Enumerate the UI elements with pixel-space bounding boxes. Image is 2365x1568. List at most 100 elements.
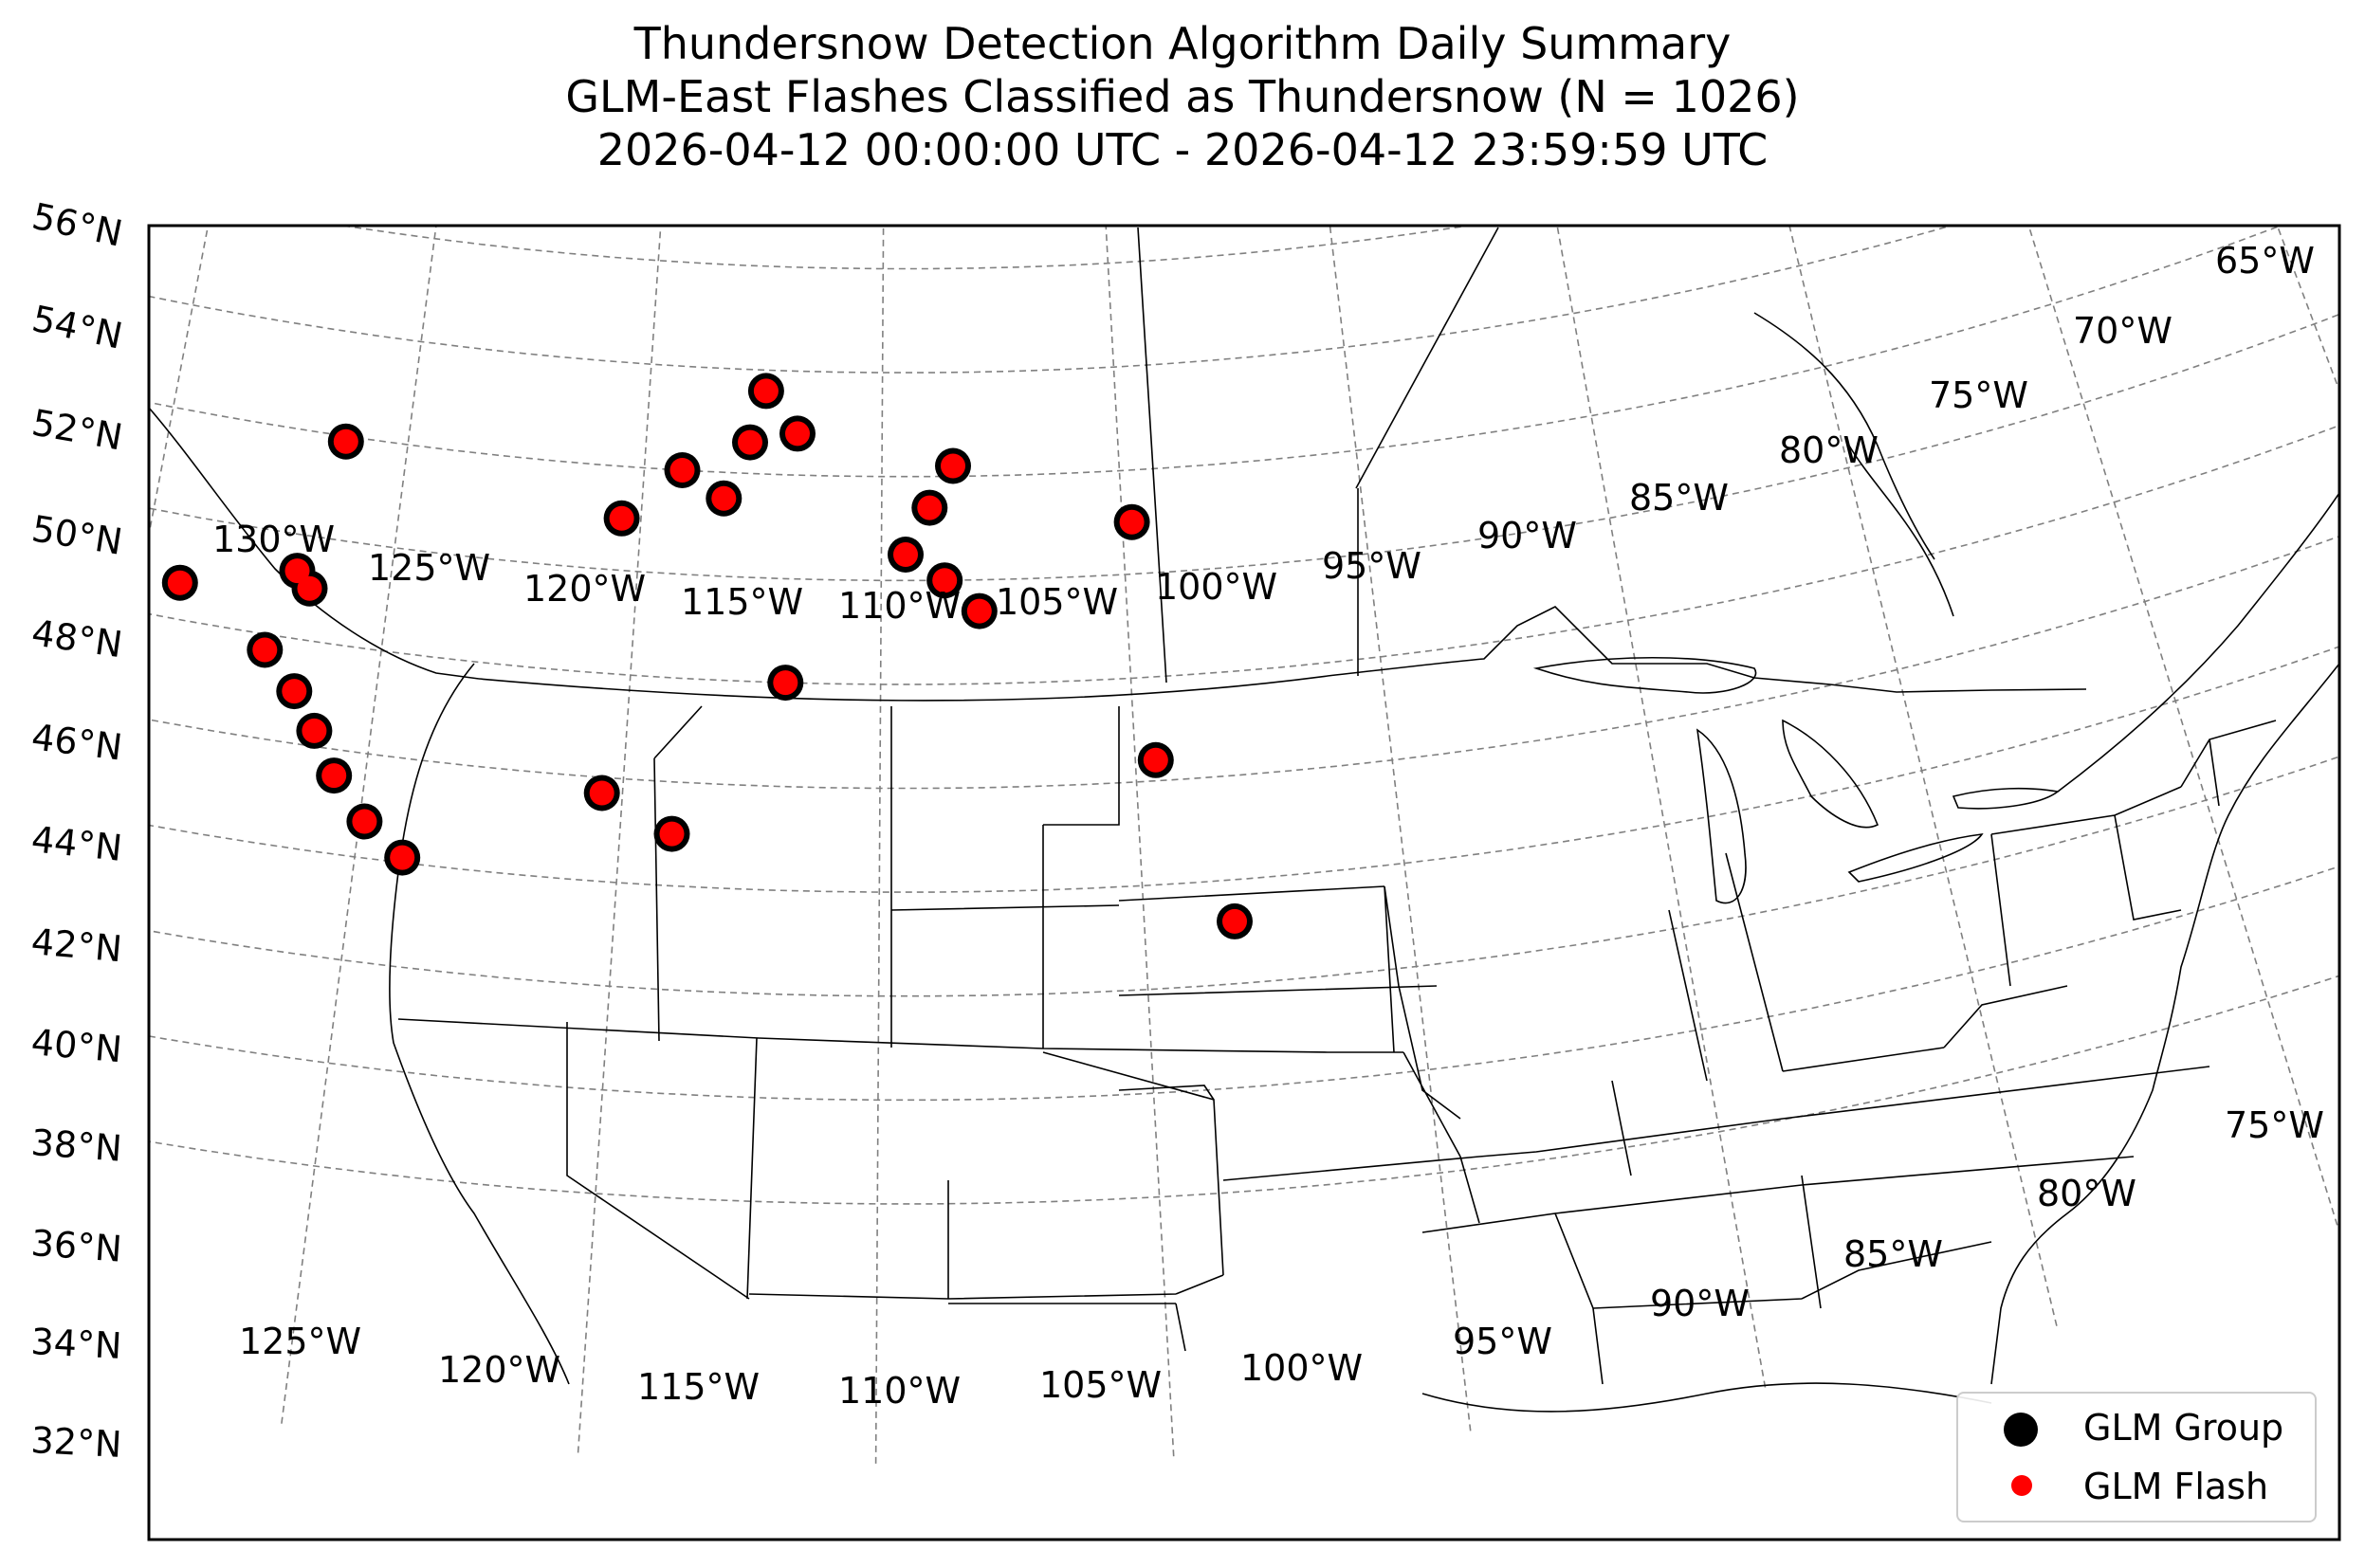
parallel-line <box>149 226 1954 374</box>
bottom-lon-110: 110°W <box>838 1370 961 1412</box>
lat-label-34: 34°N <box>30 1321 123 1367</box>
lat-label-36: 36°N <box>29 1222 123 1270</box>
meridian-line <box>2115 0 2365 1037</box>
glm-group-point <box>1764 81 1800 117</box>
parallel-line <box>0 0 2365 61</box>
glm-flash-point <box>333 428 358 454</box>
meridian-line <box>1329 226 1472 1431</box>
legend: GLM Group GLM Flash <box>1956 1392 2317 1522</box>
lake-huron <box>1782 719 1879 829</box>
glm-group-point <box>1546 144 1582 180</box>
glm-flash-point <box>1996 87 2021 112</box>
glm-flash-point <box>1551 150 1576 174</box>
meridian-line <box>2277 0 2365 907</box>
top-lon-95: 95°W <box>1322 545 1421 587</box>
glm-flash-point <box>167 570 192 595</box>
glm-group-point <box>1673 60 1709 96</box>
glm-group-point <box>1715 71 1751 107</box>
gulf-coast <box>1421 1382 1992 1413</box>
state-lines <box>397 705 2277 1385</box>
bottom-lon-95: 95°W <box>1453 1321 1552 1362</box>
glm-flash-point <box>609 505 634 531</box>
glm-flash-point <box>738 429 762 455</box>
lat-label-46: 46°N <box>29 716 124 768</box>
bottom-longitude-labels: 125°W 120°W 115°W 110°W 105°W 100°W 95°W… <box>239 1104 2324 1412</box>
glm-flash-point <box>1537 169 1562 193</box>
lat-label-56: 56°N <box>28 195 126 255</box>
lightning-points <box>161 60 2123 939</box>
meridian-line <box>281 226 437 1424</box>
top-lon-100: 100°W <box>1155 566 1277 608</box>
map-title: Thundersnow Detection Algorithm Daily Su… <box>0 17 2365 176</box>
glm-flash-point <box>1222 908 1247 934</box>
lat-label-42: 42°N <box>29 921 123 970</box>
glm-flash-point <box>352 809 377 834</box>
glm-flash-point <box>893 542 918 567</box>
bottom-lon-125: 125°W <box>239 1321 361 1362</box>
top-lon-125: 125°W <box>368 547 490 589</box>
bc-coast <box>149 407 480 680</box>
graticule <box>0 0 2365 1464</box>
top-lon-65: 65°W <box>2215 240 2315 282</box>
meridian-line <box>1105 226 1175 1457</box>
glm-flash-point <box>302 718 327 743</box>
parallel-line <box>149 866 2339 1102</box>
glm-group-point <box>2040 72 2076 108</box>
parallel-line <box>149 424 2339 685</box>
st-lawrence <box>2057 492 2339 793</box>
bottom-lon-90: 90°W <box>1650 1283 1750 1324</box>
top-lon-70: 70°W <box>2073 310 2172 352</box>
lat-label-54: 54°N <box>28 298 126 357</box>
glm-flash-point <box>711 485 737 511</box>
glm-flash-point <box>321 763 347 789</box>
top-longitude-labels: 130°W 125°W 120°W 115°W 110°W 105°W 100°… <box>212 240 2315 627</box>
legend-group-label: GLM Group <box>2083 1407 2284 1449</box>
meridian-line <box>2027 226 2339 1235</box>
us-canada-border <box>478 606 2087 702</box>
lat-label-44: 44°N <box>29 818 124 869</box>
glm-flash-point <box>2093 78 2118 102</box>
glm-group-point <box>1990 82 2026 118</box>
glm-group-point <box>2087 72 2123 108</box>
top-lon-115: 115°W <box>681 581 803 623</box>
meridian-line <box>1788 226 2058 1326</box>
glm-flash-point <box>785 421 810 447</box>
glm-flash-point <box>773 670 798 696</box>
glm-flash-point <box>1119 509 1145 535</box>
parallel-line <box>149 756 2339 997</box>
lake-erie <box>1847 832 1984 883</box>
glm-flash-point <box>917 495 943 520</box>
legend-flash-marker <box>2011 1475 2032 1496</box>
glm-flash-point <box>390 845 415 870</box>
top-lon-90: 90°W <box>1477 515 1577 556</box>
glm-flash-point <box>966 598 992 624</box>
lat-label-50: 50°N <box>29 507 125 562</box>
glm-flash-point <box>1678 65 1703 90</box>
canada-province-line-4 <box>1848 445 1954 617</box>
top-lon-120: 120°W <box>523 568 646 610</box>
glm-flash-point <box>284 558 310 584</box>
parallel-line <box>149 313 2339 582</box>
meridian-line <box>577 226 662 1453</box>
top-lon-80: 80°W <box>1779 429 1879 471</box>
glm-flash-point <box>1803 110 1827 135</box>
bottom-lon-80: 80°W <box>2037 1173 2136 1214</box>
latitude-labels: 56°N 54°N 52°N 50°N 48°N 46°N 44°N 42°N … <box>28 195 126 1466</box>
top-lon-85: 85°W <box>1629 477 1729 519</box>
lake-michigan <box>1696 728 1747 904</box>
meridian-line <box>149 226 210 538</box>
lat-label-48: 48°N <box>29 611 125 665</box>
lat-label-52: 52°N <box>28 402 125 459</box>
title-line-3: 2026-04-12 00:00:00 UTC - 2026-04-12 23:… <box>596 124 1769 175</box>
glm-flash-point <box>252 637 278 663</box>
lake-superior <box>1532 656 1757 694</box>
glm-flash-point <box>589 780 614 806</box>
top-lon-75: 75°W <box>1929 374 2028 416</box>
parallel-line <box>149 646 2339 893</box>
meridian-line <box>874 226 885 1464</box>
glm-group-point <box>1797 104 1833 140</box>
bottom-lon-75: 75°W <box>2225 1104 2324 1146</box>
parallel-line <box>0 0 2365 165</box>
bottom-lon-120: 120°W <box>438 1349 560 1391</box>
political-borders <box>149 227 2339 1413</box>
